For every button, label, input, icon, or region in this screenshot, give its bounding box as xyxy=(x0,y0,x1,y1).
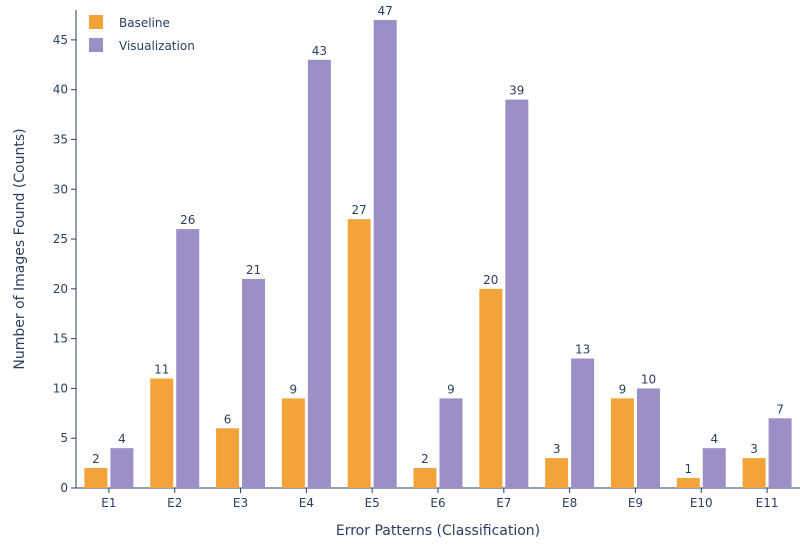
data-label: 3 xyxy=(750,442,758,456)
legend-swatch-baseline xyxy=(89,15,103,29)
bar-visualization-e3 xyxy=(242,278,266,488)
bar-baseline-e8 xyxy=(545,458,569,488)
bar-visualization-e4 xyxy=(307,59,331,489)
data-label: 11 xyxy=(154,362,169,376)
bar-baseline-e1 xyxy=(84,468,108,488)
bar-baseline-e11 xyxy=(742,458,766,488)
x-tick-label: E6 xyxy=(430,496,445,510)
bar-visualization-e6 xyxy=(439,398,463,488)
bar-visualization-e5 xyxy=(373,19,397,488)
data-label: 9 xyxy=(619,382,627,396)
bar-visualization-e7 xyxy=(505,99,529,488)
y-axis-title: Number of Images Found (Counts) xyxy=(12,128,28,369)
bar-visualization-e10 xyxy=(702,448,726,488)
y-tick-label: 5 xyxy=(60,431,68,445)
bar-visualization-e11 xyxy=(768,418,792,488)
data-label: 3 xyxy=(553,442,561,456)
y-tick-label: 30 xyxy=(53,182,68,196)
bar-baseline-e3 xyxy=(216,428,240,488)
y-tick-label: 35 xyxy=(53,132,68,146)
x-tick-label: E11 xyxy=(756,496,779,510)
data-label: 2 xyxy=(421,452,429,466)
data-label: 4 xyxy=(118,432,126,446)
x-tick-label: E5 xyxy=(365,496,380,510)
data-label: 9 xyxy=(290,382,298,396)
data-label: 6 xyxy=(224,412,232,426)
data-label: 20 xyxy=(483,273,498,287)
data-label: 47 xyxy=(378,4,393,18)
y-tick-label: 10 xyxy=(53,381,68,395)
y-tick-label: 20 xyxy=(53,282,68,296)
y-tick-label: 45 xyxy=(53,33,68,47)
x-tick-label: E7 xyxy=(496,496,511,510)
bars-group xyxy=(84,19,792,489)
bar-visualization-e1 xyxy=(110,448,134,488)
bar-visualization-e9 xyxy=(636,388,660,488)
data-label: 39 xyxy=(509,84,524,98)
x-tick-label: E9 xyxy=(628,496,643,510)
axes-group: 0 5 10 15 20 25 30 35 40 45 E1 E2 E3 E4 E5 E6 E7 E8 E9 E10… xyxy=(53,10,800,510)
data-label: 1 xyxy=(684,462,692,476)
data-label: 7 xyxy=(776,402,784,416)
y-ticks: 0 5 10 15 20 25 30 35 40 45 xyxy=(53,33,76,495)
legend-swatch-visualization xyxy=(89,38,103,52)
data-label: 26 xyxy=(180,213,195,227)
data-label: 2 xyxy=(92,452,100,466)
y-tick-label: 0 xyxy=(60,481,68,495)
legend: Baseline Visualization xyxy=(89,15,195,53)
legend-label: Baseline xyxy=(119,16,170,30)
bar-baseline-e4 xyxy=(281,398,305,488)
data-label: 13 xyxy=(575,343,590,357)
x-tick-label: E4 xyxy=(299,496,314,510)
bar-baseline-e7 xyxy=(479,288,503,488)
bar-baseline-e2 xyxy=(150,378,174,488)
x-tick-label: E1 xyxy=(101,496,116,510)
data-label: 9 xyxy=(447,382,455,396)
data-label: 27 xyxy=(352,203,367,217)
y-tick-label: 40 xyxy=(53,83,68,97)
x-ticks: E1 E2 E3 E4 E5 E6 E7 E8 E9 E10 E11 xyxy=(101,488,779,510)
bar-baseline-e10 xyxy=(676,478,700,488)
bar-baseline-e5 xyxy=(347,219,371,488)
data-label: 43 xyxy=(312,44,327,58)
legend-label: Visualization xyxy=(119,39,195,53)
bar-visualization-e2 xyxy=(176,229,200,489)
data-label: 10 xyxy=(641,372,656,386)
x-tick-label: E8 xyxy=(562,496,577,510)
x-tick-label: E10 xyxy=(690,496,713,510)
data-label: 21 xyxy=(246,263,261,277)
x-axis-title: Error Patterns (Classification) xyxy=(336,523,540,539)
bar-baseline-e6 xyxy=(413,468,437,488)
x-tick-label: E3 xyxy=(233,496,248,510)
bar-visualization-e8 xyxy=(571,358,595,488)
y-tick-label: 15 xyxy=(53,332,68,346)
bar-baseline-e9 xyxy=(610,398,634,488)
data-label: 4 xyxy=(710,432,718,446)
x-tick-label: E2 xyxy=(167,496,182,510)
y-tick-label: 25 xyxy=(53,232,68,246)
